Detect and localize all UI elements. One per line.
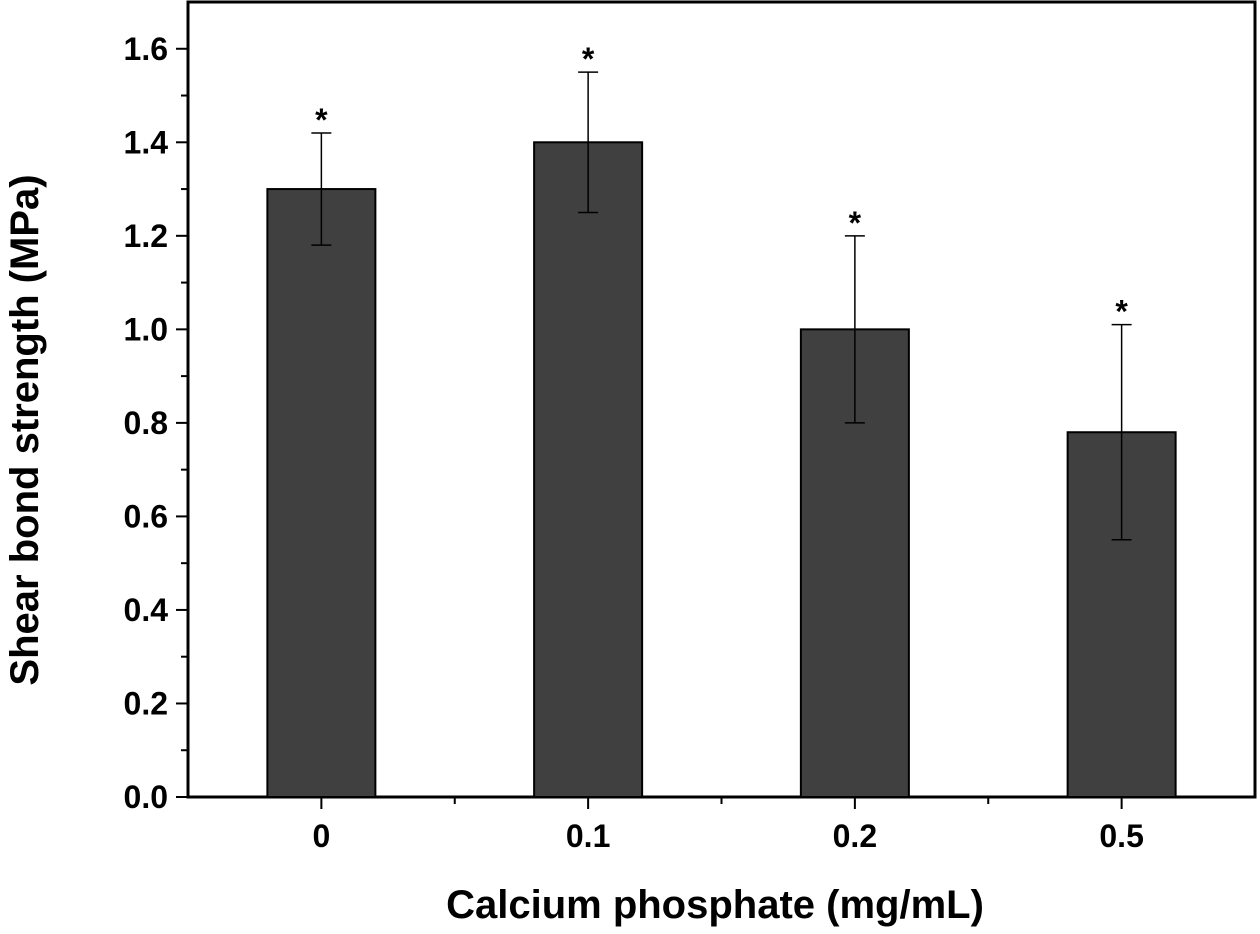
- y-tick-label: 0.2: [124, 685, 168, 721]
- significance-marker: *: [1115, 294, 1128, 330]
- y-tick-label: 0.4: [124, 592, 169, 628]
- y-tick-label: 0.6: [124, 498, 168, 534]
- significance-marker: *: [849, 205, 862, 241]
- y-tick-label: 1.4: [124, 124, 169, 160]
- y-tick-label: 0.8: [124, 405, 168, 441]
- y-tick-label: 0.0: [124, 779, 168, 815]
- x-axis-label: Calcium phosphate (mg/mL): [446, 883, 984, 927]
- bar: [533, 141, 644, 798]
- bar: [266, 188, 377, 798]
- significance-marker: *: [315, 102, 328, 138]
- x-tick-label: 0.5: [1099, 818, 1143, 854]
- x-tick-label: 0: [312, 818, 330, 854]
- y-tick-label: 1.6: [124, 31, 168, 67]
- y-axis-label: Shear bond strength (MPa): [3, 174, 47, 685]
- x-tick-label: 0.1: [566, 818, 610, 854]
- significance-marker: *: [582, 41, 595, 77]
- y-tick-label: 1.2: [124, 218, 168, 254]
- y-tick-label: 1.0: [124, 311, 168, 347]
- x-tick-label: 0.2: [833, 818, 877, 854]
